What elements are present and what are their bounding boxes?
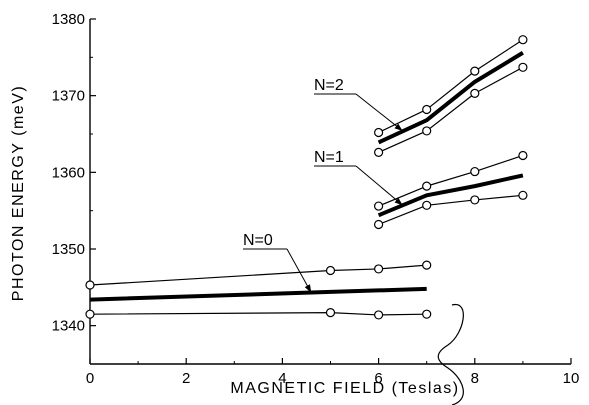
annotations-layer: N=0 N=1 N=2: [243, 77, 403, 293]
leader-arrowhead: [394, 197, 403, 206]
series-line-n1-center: [377, 173, 524, 218]
data-point: [374, 264, 384, 274]
data-point: [518, 190, 528, 200]
data-point: [85, 309, 95, 319]
x-tick-label: 4: [278, 370, 286, 387]
y-axis-label: PHOTON ENERGY (meV): [10, 85, 27, 301]
data-point: [470, 66, 480, 76]
label-n0: N=0: [243, 232, 273, 249]
data-point: [374, 201, 384, 211]
x-tick-label: 2: [182, 370, 190, 387]
x-tick-label: 0: [86, 370, 94, 387]
data-point: [422, 104, 432, 115]
series-line-n1-edge: [378, 154, 524, 207]
label-n2: N=2: [314, 77, 344, 94]
data-point: [470, 166, 480, 177]
series-line-n2-edge: [378, 39, 524, 134]
data-point: [374, 310, 384, 320]
series-line-n2-edge: [378, 66, 524, 153]
data-point: [470, 88, 480, 98]
data-point: [85, 280, 95, 290]
y-tick-label: 1380: [52, 11, 85, 28]
data-point: [422, 309, 432, 319]
x-tick-label: 10: [563, 370, 580, 387]
leader-arrowhead: [394, 123, 403, 131]
y-tick-label: 1360: [52, 164, 85, 181]
series-line-n2-center: [377, 51, 524, 145]
data-point: [422, 126, 432, 136]
series-line-n0-edge: [89, 312, 427, 316]
series-line-n0-edge: [89, 264, 427, 286]
y-tick-label: 1350: [52, 241, 85, 258]
data-point: [518, 35, 528, 45]
x-tick-label: 6: [374, 370, 382, 387]
data-point: [422, 260, 432, 270]
data-point: [374, 147, 384, 157]
leader-line: [286, 248, 312, 293]
series-line-n1-edge: [378, 194, 523, 226]
y-tick-label: 1370: [52, 88, 85, 105]
ticks: 0 2 4 6 8 10 1340 1350 1360 1370 1380: [52, 11, 580, 387]
data-point: [325, 308, 336, 318]
x-tick-label: 8: [471, 370, 479, 387]
data-point: [422, 200, 432, 210]
leader-line: [355, 165, 403, 206]
data-point: [518, 62, 528, 72]
y-tick-label: 1340: [52, 318, 85, 335]
lineshape-curve: [437, 304, 464, 405]
series-layer: [85, 35, 528, 320]
data-point: [374, 219, 384, 230]
x-axis-label: MAGNETIC FIELD (Teslas): [230, 380, 459, 397]
leader-arrowhead: [304, 284, 312, 293]
label-n1: N=1: [314, 149, 344, 166]
data-point: [325, 265, 336, 276]
data-point: [422, 181, 432, 191]
series-line-n0-center: [89, 286, 427, 302]
data-point: [470, 195, 480, 205]
data-point: [374, 127, 384, 138]
leader-line: [355, 93, 403, 132]
data-point: [518, 150, 528, 161]
